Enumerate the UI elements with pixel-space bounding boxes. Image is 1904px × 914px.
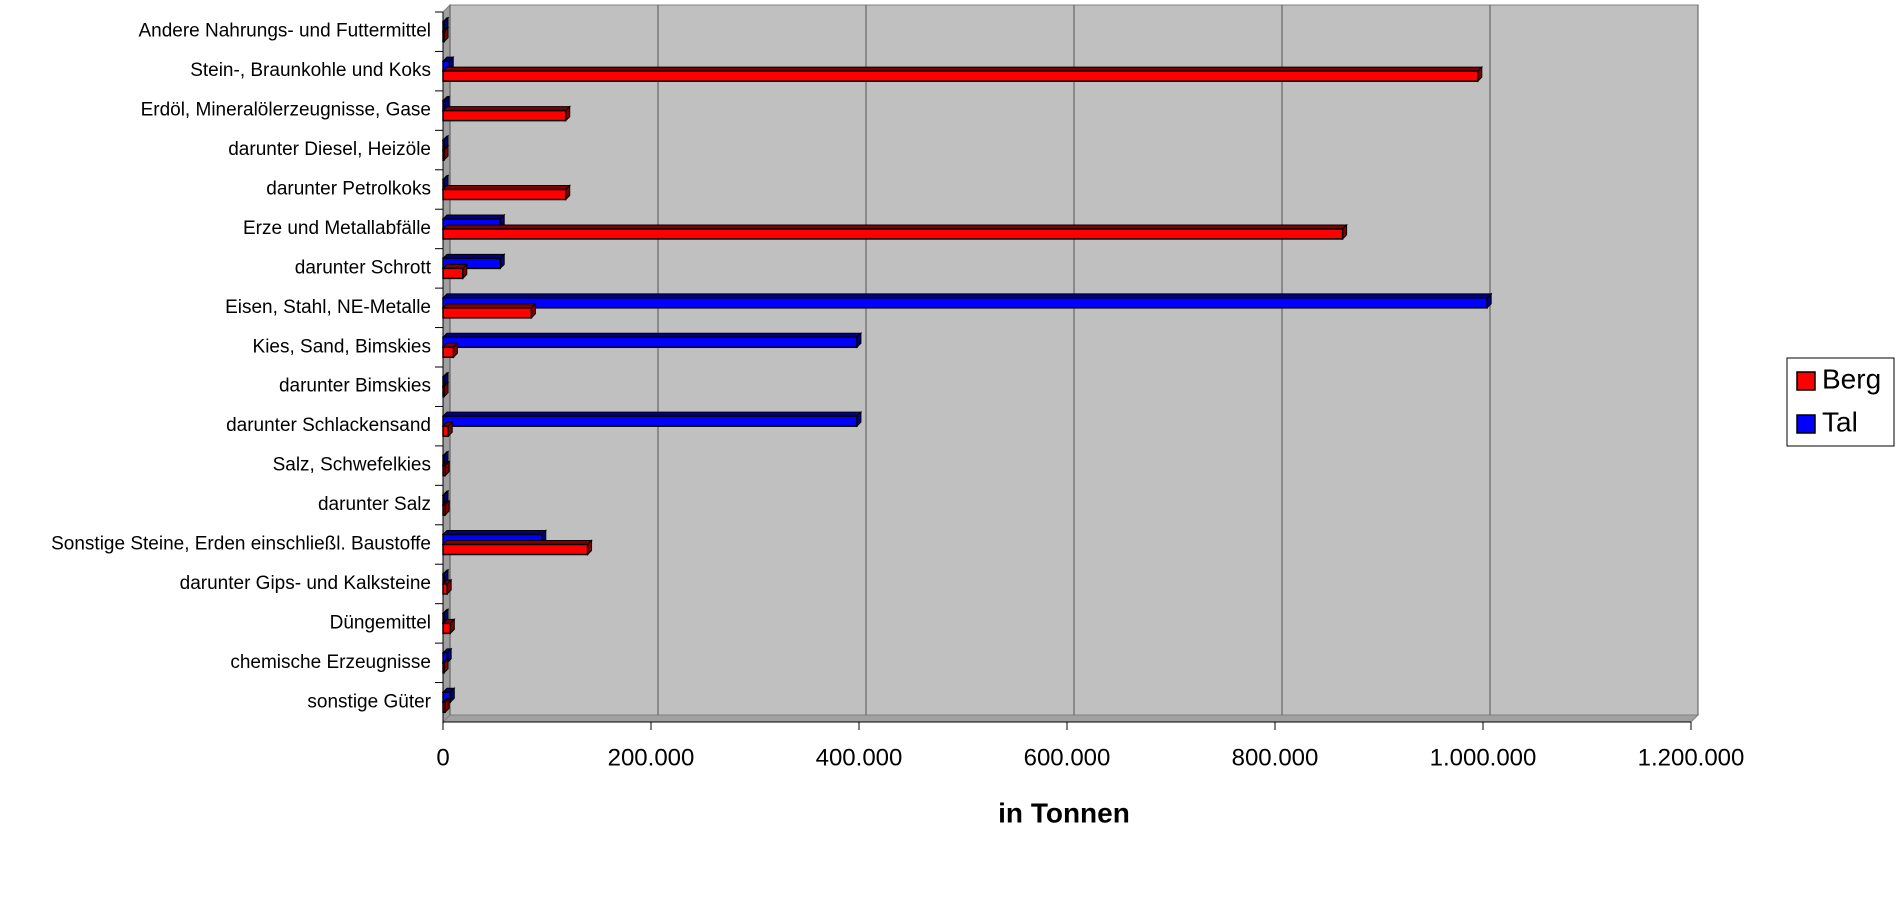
bar (442, 70, 1479, 82)
y-tick-label: darunter Schrott (295, 257, 432, 278)
bar (442, 425, 449, 437)
bar (442, 543, 589, 556)
x-axis-title: in Tonnen (998, 797, 1130, 828)
y-tick-label: Sonstige Steine, Erden einschließl. Baus… (51, 534, 431, 555)
y-tick-label: Erdöl, Mineralölerzeugnisse, Gase (141, 100, 431, 121)
y-tick-label: darunter Gips- und Kalksteine (180, 573, 431, 594)
x-tick-label: 400.000 (816, 744, 903, 771)
y-tick-label: chemische Erzeugnisse (230, 652, 431, 673)
bar (442, 336, 858, 349)
x-tick-label: 800.000 (1232, 744, 1319, 771)
y-tick-label: darunter Diesel, Heizöle (228, 139, 431, 160)
bar (442, 415, 858, 427)
y-tick-label: Erze und Metallabfälle (243, 218, 431, 239)
bar (442, 622, 452, 635)
bar (442, 188, 567, 201)
bar (442, 297, 1488, 309)
bar (442, 228, 1344, 240)
x-tick-label: 1.000.000 (1430, 744, 1537, 771)
bar (442, 267, 464, 280)
y-tick-label: Kies, Sand, Bimskies (253, 336, 431, 357)
y-tick-label: Salz, Schwefelkies (273, 455, 431, 476)
x-tick-label: 0 (436, 744, 449, 771)
bar (442, 346, 455, 359)
x-tick-label: 600.000 (1024, 744, 1111, 771)
bar (442, 385, 445, 398)
bar (442, 149, 445, 161)
y-tick-label: Eisen, Stahl, NE-Metalle (225, 297, 431, 318)
x-tick-label: 1.200.000 (1638, 744, 1745, 771)
bar (442, 30, 445, 43)
legend-swatch (1796, 371, 1816, 391)
legend-label: Tal (1822, 406, 1858, 437)
y-tick-label: darunter Bimskies (279, 376, 431, 397)
bar (442, 257, 501, 270)
floor (441, 714, 1700, 723)
y-tick-label: Düngemittel (330, 612, 431, 633)
bar (442, 583, 448, 595)
bar (442, 464, 446, 477)
bar (442, 109, 567, 122)
bar (442, 662, 445, 674)
y-tick-label: Andere Nahrungs- und Futtermittel (138, 21, 431, 42)
x-tick-label: 200.000 (608, 744, 695, 771)
bar (442, 701, 446, 714)
y-tick-label: darunter Schlackensand (226, 415, 431, 436)
bar (442, 504, 446, 516)
legend-label: Berg (1822, 363, 1881, 394)
y-tick-label: Stein-, Braunkohle und Koks (190, 60, 431, 81)
y-tick-label: sonstige Güter (307, 691, 431, 712)
legend-swatch (1796, 414, 1816, 434)
y-tick-label: darunter Petrolkoks (266, 179, 431, 200)
bar (442, 307, 533, 319)
y-tick-label: darunter Salz (318, 494, 431, 515)
